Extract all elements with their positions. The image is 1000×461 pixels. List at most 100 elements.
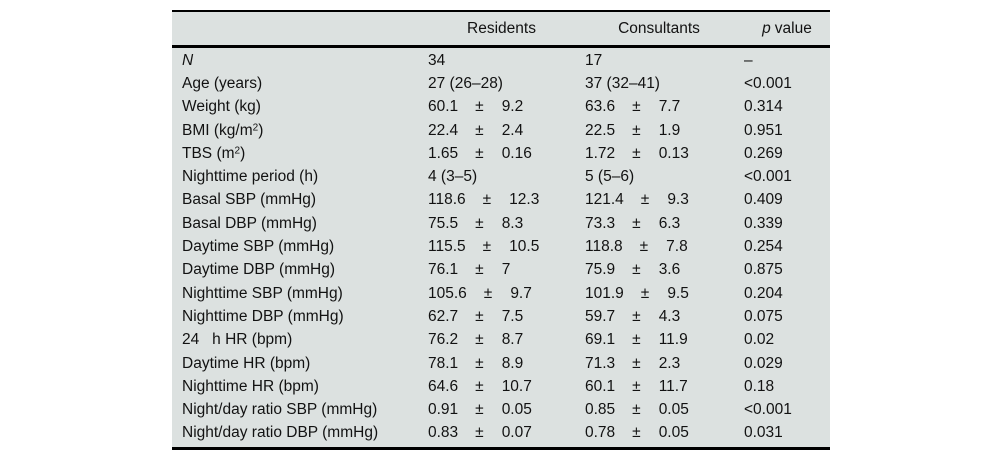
consultants-value-cell: 1.72 ±0.13 (575, 145, 733, 163)
sd-value: 0.13 (658, 144, 689, 162)
residents-value-cell: 78.1 ±8.9 (418, 355, 575, 373)
sd-value: 7.7 (658, 98, 681, 116)
residents-value-cell: 115.5 ±10.5 (418, 238, 575, 256)
plus-minus-sign: ± (632, 331, 641, 349)
plus-minus-sign: ± (482, 238, 492, 256)
p-value-text: 0.254 (744, 238, 783, 256)
residents-value-cell: 76.1 ±7 (418, 261, 575, 279)
consultants-value-cell: 71.3 ±2.3 (575, 355, 733, 373)
consultants-value-cell: 73.3 ±6.3 (575, 215, 733, 233)
sd-value: 0.05 (658, 424, 689, 442)
mean-value: 76.2 (428, 331, 459, 349)
sd-value: 3.6 (658, 261, 681, 279)
sd-value: 9.2 (501, 98, 524, 116)
sd-value: 8.7 (501, 331, 524, 349)
p-value-text: 0.339 (744, 214, 783, 232)
sd-value: 0.07 (501, 424, 532, 442)
table-row: Basal SBP (mmHg) 118.6 ±12.3 121.4 ±9.3 0.… (172, 189, 830, 212)
consultants-value-cell: 69.1 ±11.9 (575, 331, 733, 349)
p-value-text: 0.269 (744, 144, 783, 162)
p-value-cell: 0.204 (733, 285, 830, 303)
p-value-cell: 0.269 (733, 145, 830, 163)
value-text: 4 (3–5) (428, 168, 478, 186)
mean-value: 78.1 (428, 354, 459, 372)
row-label: TBS (m2) (172, 145, 418, 163)
p-value-text: 0.031 (744, 424, 783, 442)
table-row: N 34 17 – (172, 49, 830, 72)
mean-value: 60.1 (585, 377, 616, 395)
value-text: 5 (5–6) (585, 168, 635, 186)
row-label-text: Nighttime SBP (mmHg) (182, 284, 343, 302)
sd-value: 9.7 (510, 284, 532, 302)
table-row: Daytime SBP (mmHg) 115.5 ±10.5 118.8 ±7.8 … (172, 235, 830, 258)
mean-value: 101.9 (585, 284, 624, 302)
p-value-cell: 0.314 (733, 98, 830, 116)
plus-minus-sign: ± (475, 261, 484, 279)
consultants-value-cell: 22.5 ±1.9 (575, 122, 733, 140)
plus-minus-sign: ± (475, 307, 484, 325)
p-value-cell: – (733, 52, 830, 70)
row-label-suffix: ) (240, 144, 246, 162)
row-label: 24 h HR (bpm) (172, 331, 418, 349)
mean-value: 76.1 (428, 261, 459, 279)
sd-value: 4.3 (658, 307, 681, 325)
p-value-text: 0.409 (744, 191, 783, 209)
plus-minus-sign: ± (632, 354, 641, 372)
row-label: Nighttime period (h) (172, 168, 418, 186)
row-label: Nighttime SBP (mmHg) (172, 285, 418, 303)
sd-value: 0.16 (501, 144, 532, 162)
plus-minus-sign: ± (640, 284, 650, 302)
row-label-text: Nighttime HR (bpm) (182, 377, 319, 395)
sd-value: 7.5 (501, 307, 524, 325)
plus-minus-sign: ± (632, 401, 641, 419)
consultants-value-cell: 59.7 ±4.3 (575, 308, 733, 326)
sd-value: 2.4 (501, 121, 524, 139)
plus-minus-sign: ± (632, 144, 641, 162)
p-value-cell: 0.18 (733, 378, 830, 396)
row-label: Nighttime DBP (mmHg) (172, 308, 418, 326)
p-value-cell: <0.001 (733, 168, 830, 186)
consultants-value-cell: 0.85 ±0.05 (575, 401, 733, 419)
row-label: Nighttime HR (bpm) (172, 378, 418, 396)
sd-value: 10.7 (501, 377, 532, 395)
table-row: Night/day ratio SBP (mmHg) 0.91 ±0.05 0.8… (172, 398, 830, 421)
value-text: 37 (32–41) (585, 74, 660, 92)
p-value-text: 0.951 (744, 121, 783, 139)
plus-minus-sign: ± (632, 261, 641, 279)
header-p-symbol: p (762, 19, 771, 37)
mean-value: 121.4 (585, 191, 624, 209)
p-value-cell: 0.029 (733, 355, 830, 373)
residents-value-cell: 22.4 ±2.4 (418, 122, 575, 140)
value-text: 34 (428, 51, 446, 69)
p-value-cell: 0.875 (733, 261, 830, 279)
table-row: Daytime HR (bpm) 78.1 ±8.9 71.3 ±2.3 0.029 (172, 352, 830, 375)
header-consultants: Consultants (618, 19, 700, 37)
sd-value: 0.05 (658, 401, 689, 419)
p-value-text: 0.18 (744, 377, 775, 395)
row-label-text: Basal SBP (mmHg) (182, 191, 317, 209)
consultants-value-cell: 0.78 ±0.05 (575, 424, 733, 442)
plus-minus-sign: ± (475, 331, 484, 349)
row-label-text: N (182, 51, 194, 69)
row-label-text: Daytime DBP (mmHg) (182, 261, 336, 279)
row-label: Age (years) (172, 75, 418, 93)
mean-value: 0.83 (428, 424, 459, 442)
residents-value-cell: 0.91 ±0.05 (418, 401, 575, 419)
plus-minus-sign: ± (475, 121, 484, 139)
sd-value: 9.3 (667, 191, 689, 209)
sd-value: 0.05 (501, 401, 532, 419)
plus-minus-sign: ± (632, 377, 641, 395)
sd-value: 9.5 (667, 284, 689, 302)
table-row: Weight (kg) 60.1 ±9.2 63.6 ±7.7 0.314 (172, 96, 830, 119)
sd-value: 8.9 (501, 354, 524, 372)
residents-value-cell: 64.6 ±10.7 (418, 378, 575, 396)
mean-value: 22.4 (428, 121, 459, 139)
mean-value: 1.72 (585, 144, 616, 162)
plus-minus-sign: ± (475, 424, 484, 442)
row-label: Daytime HR (bpm) (172, 355, 418, 373)
consultants-value-cell: 63.6 ±7.7 (575, 98, 733, 116)
row-label: Night/day ratio DBP (mmHg) (172, 424, 418, 442)
residents-value-cell: 34 (418, 52, 575, 70)
table-row: Basal DBP (mmHg) 75.5 ±8.3 73.3 ±6.3 0.339 (172, 212, 830, 235)
p-value-cell: <0.001 (733, 75, 830, 93)
